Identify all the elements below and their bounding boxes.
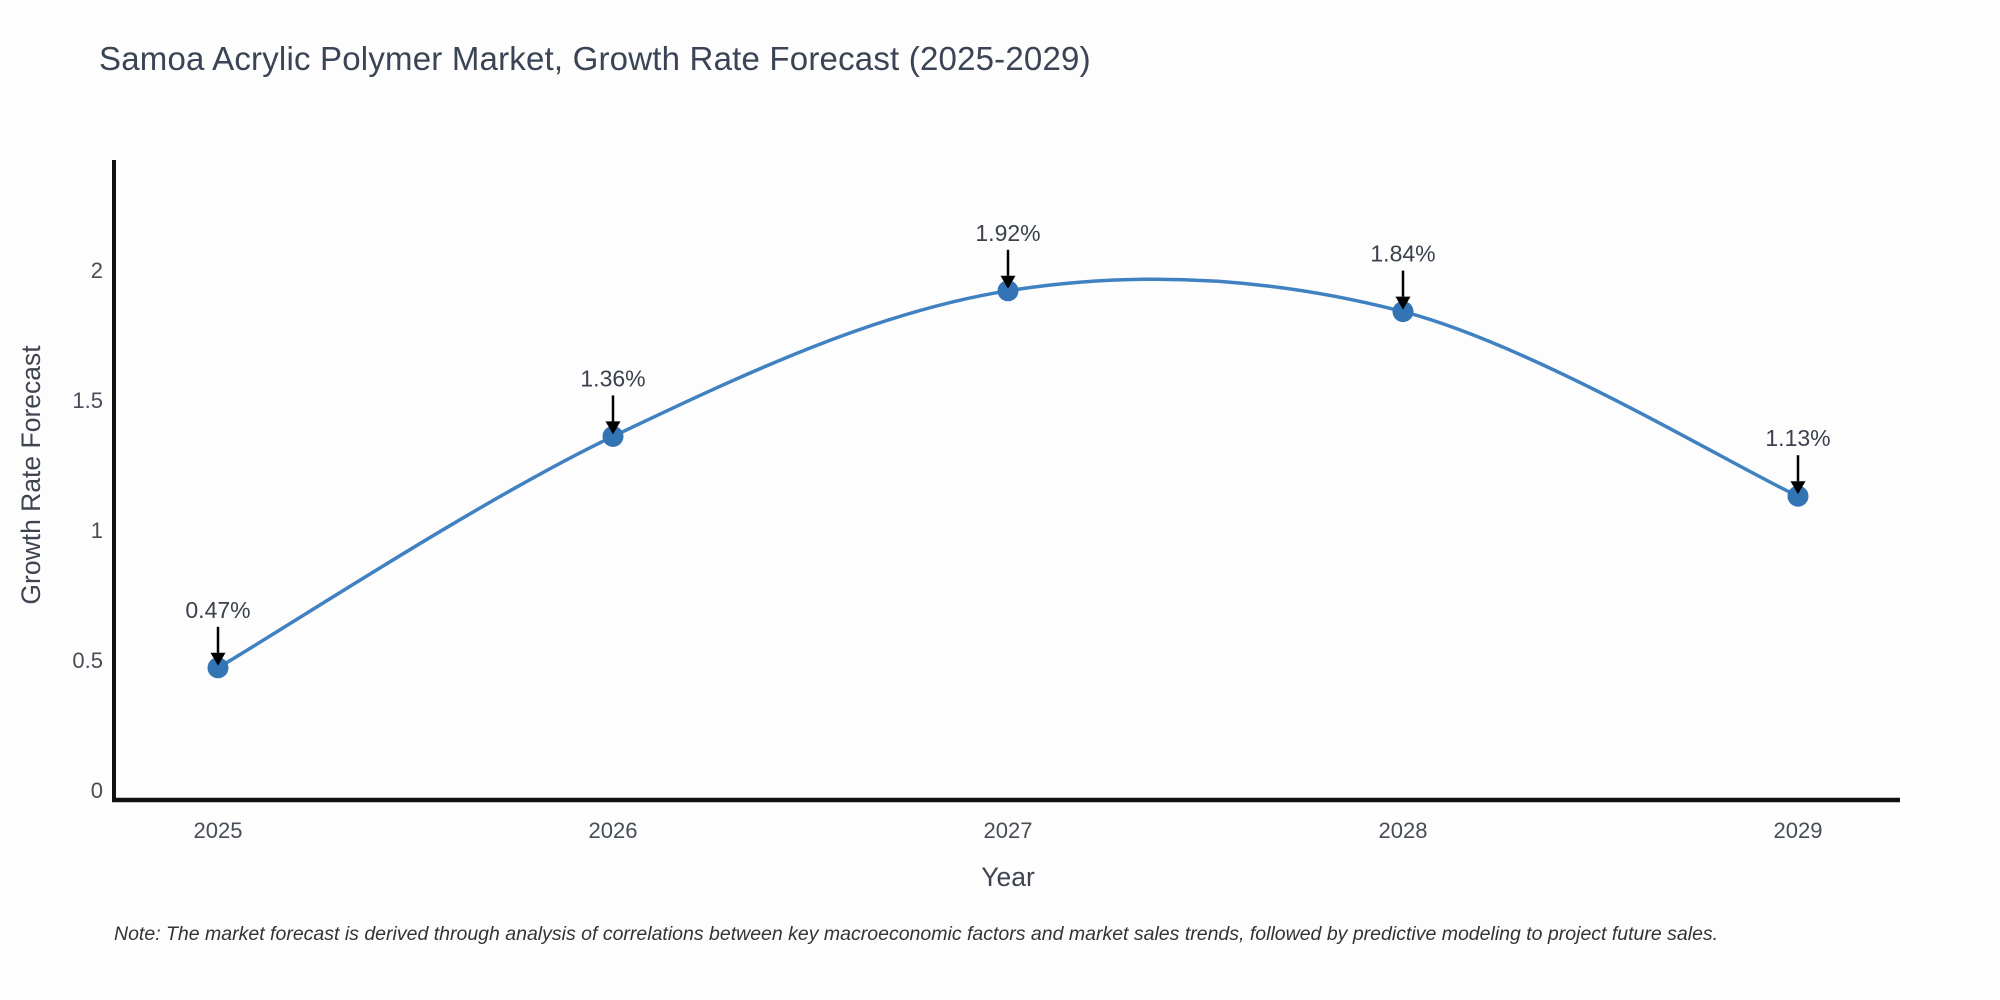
y-tick-label: 1.5 — [72, 388, 103, 413]
annotation-arrow-head — [1790, 481, 1806, 495]
data-point-marker — [207, 657, 229, 679]
annotation-arrow-head — [1000, 275, 1016, 289]
annotation-arrow-head — [605, 421, 621, 435]
point-value-label: 1.36% — [580, 365, 645, 391]
x-tick-label: 2027 — [984, 818, 1033, 843]
x-axis-title: Year — [981, 862, 1035, 892]
point-value-label: 1.84% — [1370, 241, 1435, 267]
data-point-marker — [1787, 485, 1809, 507]
y-tick-label: 0.5 — [72, 648, 103, 673]
y-tick-label: 0 — [91, 778, 103, 803]
x-tick-label: 2026 — [589, 818, 638, 843]
point-value-label: 1.13% — [1765, 425, 1830, 451]
footnote: Note: The market forecast is derived thr… — [114, 923, 1719, 945]
x-tick-label: 2025 — [194, 818, 243, 843]
data-point-marker — [1392, 301, 1414, 323]
point-value-label: 0.47% — [185, 597, 250, 623]
chart-title: Samoa Acrylic Polymer Market, Growth Rat… — [99, 40, 1091, 77]
y-tick-label: 2 — [91, 258, 103, 283]
series-line — [216, 277, 1800, 670]
data-point-marker — [997, 280, 1019, 302]
y-tick-label: 1 — [91, 518, 103, 543]
annotation-arrow-head — [210, 652, 226, 666]
annotation-arrow-head — [1395, 296, 1411, 310]
x-tick-label: 2028 — [1379, 818, 1428, 843]
y-axis-title: Growth Rate Forecast — [16, 345, 46, 605]
x-tick-label: 2029 — [1774, 818, 1823, 843]
point-value-label: 1.92% — [975, 220, 1040, 246]
data-point-marker — [602, 425, 624, 447]
